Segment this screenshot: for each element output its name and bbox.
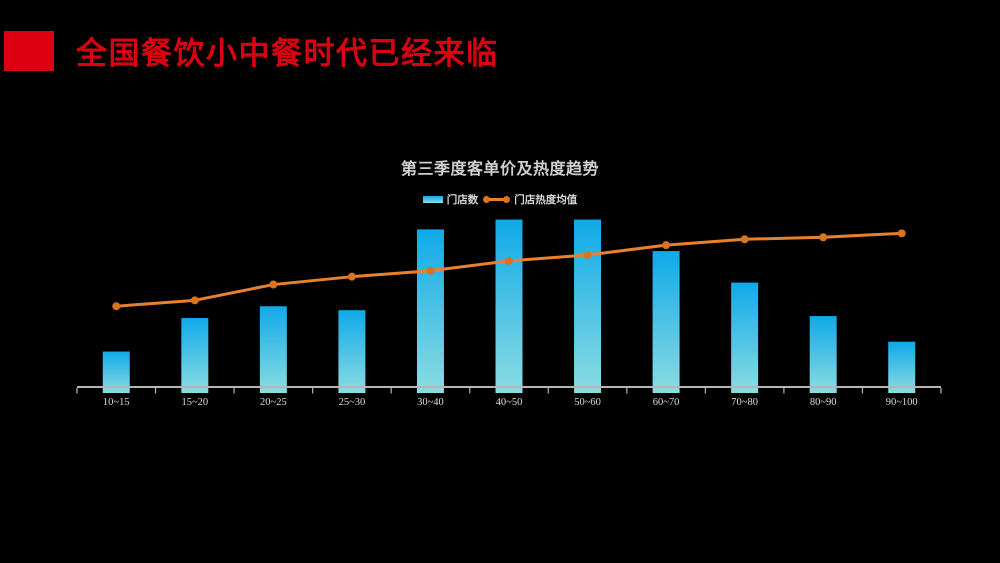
line-series-swatch-icon	[483, 196, 511, 203]
line-marker-icon	[483, 196, 491, 203]
line-marker-50~60[interactable]	[583, 251, 592, 260]
bar-90~100[interactable]	[888, 341, 916, 393]
legend-label-line: 门店热度均值	[514, 195, 578, 206]
line-marker-15~20[interactable]	[190, 296, 199, 305]
bar-60~70[interactable]	[652, 251, 680, 393]
x-axis-label: 70~80	[731, 397, 758, 408]
line-marker-10~15[interactable]	[112, 302, 121, 311]
x-axis-label: 15~20	[181, 397, 208, 408]
bar-40~50[interactable]	[495, 219, 523, 393]
bar-25~30[interactable]	[338, 310, 366, 393]
x-axis-label: 90~100	[886, 397, 918, 408]
line-marker-icon	[503, 196, 511, 203]
x-axis-label: 10~15	[103, 397, 130, 408]
line-marker-70~80[interactable]	[740, 235, 749, 244]
x-axis-label: 20~25	[260, 397, 287, 408]
x-axis-label: 40~50	[496, 397, 523, 408]
line-marker-25~30[interactable]	[347, 272, 356, 281]
x-axis-label: 50~60	[574, 397, 601, 408]
bar-80~90[interactable]	[809, 316, 837, 393]
bar-70~80[interactable]	[731, 282, 759, 393]
bar-20~25[interactable]	[259, 306, 287, 393]
legend-item-bars[interactable]: 门店数	[422, 192, 479, 207]
line-marker-60~70[interactable]	[662, 241, 671, 250]
bar-50~60[interactable]	[574, 219, 602, 393]
line-marker-80~90[interactable]	[819, 233, 828, 242]
line-segment-icon	[489, 198, 505, 201]
line-marker-90~100[interactable]	[897, 229, 906, 238]
line-marker-40~50[interactable]	[505, 256, 513, 265]
x-axis-label: 25~30	[339, 397, 366, 408]
line-marker-30~40[interactable]	[426, 266, 435, 275]
chart-legend: 门店数 门店热度均值	[0, 192, 1000, 207]
bar-30~40[interactable]	[416, 229, 444, 393]
slide-title: 全国餐饮小中餐时代已经来临	[76, 36, 499, 71]
x-axis-label: 30~40	[417, 397, 444, 408]
legend-item-line[interactable]: 门店热度均值	[483, 192, 577, 207]
chart-title: 第三季度客单价及热度趋势	[400, 161, 599, 178]
x-axis-label: 80~90	[810, 397, 837, 408]
x-axis-label: 60~70	[653, 397, 680, 408]
bar-15~20[interactable]	[181, 318, 209, 393]
line-marker-20~25[interactable]	[269, 280, 278, 289]
legend-label-bars: 门店数	[446, 195, 479, 206]
title-accent-block-icon	[4, 31, 54, 71]
bar-series-swatch-icon	[422, 196, 443, 203]
